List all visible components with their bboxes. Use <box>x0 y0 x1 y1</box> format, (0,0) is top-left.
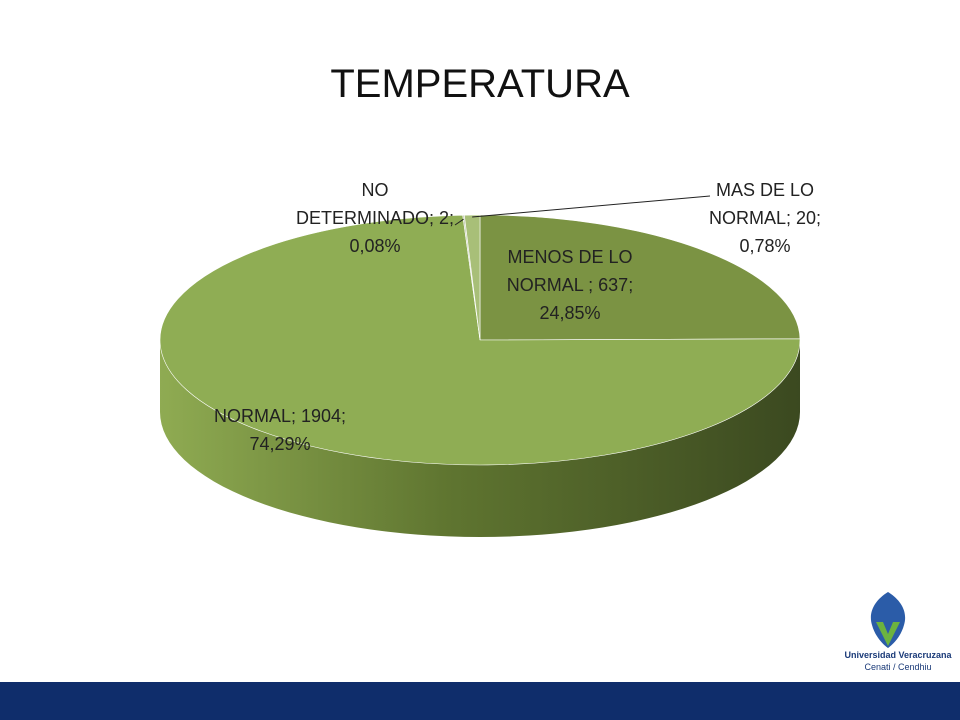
label-part: 24,85% <box>539 303 601 323</box>
label-part: MAS DE LO NORMAL <box>708 180 815 228</box>
data-label: NO DETERMINADO; 2; 0,08% <box>290 176 460 260</box>
logo-icon <box>870 592 906 648</box>
logo <box>822 580 960 682</box>
label-part: 0,08% <box>349 236 401 256</box>
label-part: MENOS DE LO NORMAL <box>506 247 633 295</box>
logo-text: Cenati / Cendhiu <box>864 662 932 672</box>
label-part: ; <box>816 208 822 228</box>
pie-side <box>160 340 800 537</box>
label-part: 637 <box>598 275 629 295</box>
data-label: MENOS DE LO NORMAL ; 637; 24,85% <box>485 243 655 327</box>
label-part: NORMAL <box>213 406 291 426</box>
label-part: NO DETERMINADO <box>295 180 429 228</box>
label-part: ; <box>588 275 599 295</box>
label-part: ; <box>290 406 301 426</box>
leader-line <box>472 195 711 218</box>
label-part: 74,29% <box>249 434 311 454</box>
chart-title: TEMPERATURA <box>330 62 630 106</box>
label-part: 2 <box>439 208 450 228</box>
label-part: ; <box>785 208 796 228</box>
data-label: MAS DE LO NORMAL; 20; 0,78% <box>700 176 830 260</box>
label-part: ; <box>449 208 455 228</box>
logo-v <box>876 622 900 646</box>
pie-slice <box>159 214 801 466</box>
label-part: ; <box>628 275 634 295</box>
data-label: NORMAL; 1904; 74,29% <box>190 402 370 458</box>
leader-line <box>454 218 464 226</box>
label-part: ; <box>341 406 347 426</box>
label-part: 0,78% <box>739 236 791 256</box>
logo-text: Universidad Veracruzana <box>844 650 952 660</box>
pie-slice <box>463 214 481 341</box>
label-part: ; <box>428 208 439 228</box>
label-part: 20 <box>795 208 817 228</box>
label-part: 1904 <box>300 406 342 426</box>
pie-slice <box>479 214 801 341</box>
footer-bar <box>0 682 960 720</box>
